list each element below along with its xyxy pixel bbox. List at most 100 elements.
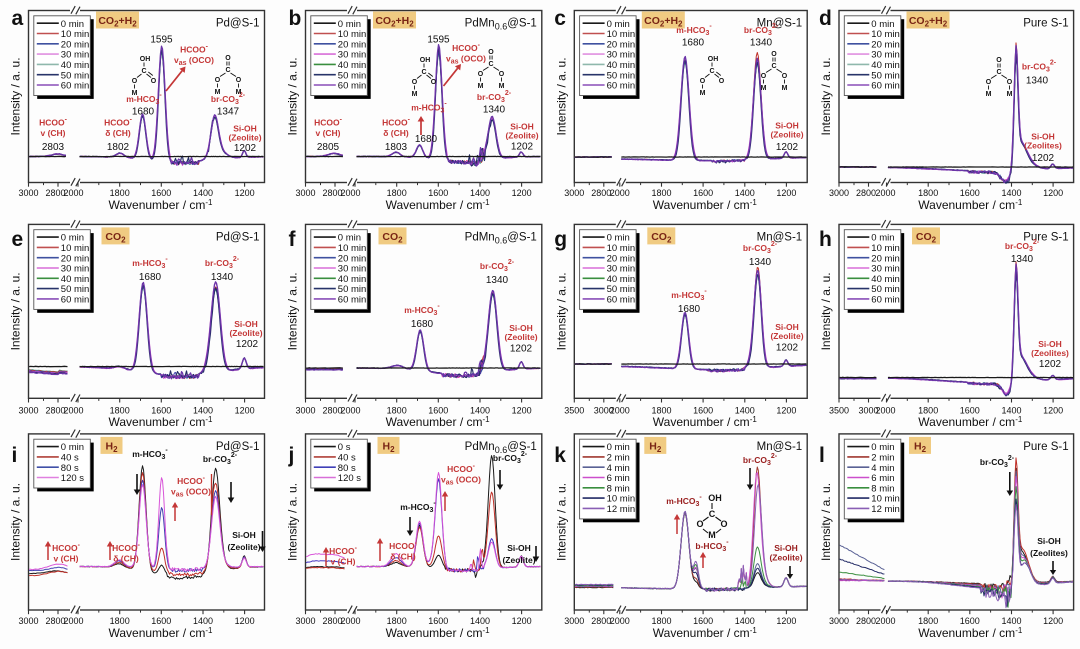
svg-text:2800: 2800 [591,188,611,198]
svg-text:20 min: 20 min [338,39,367,50]
svg-text:10 min: 10 min [607,29,636,40]
svg-text:2000: 2000 [610,616,630,626]
svg-text:Pd@S-1: Pd@S-1 [216,18,260,30]
svg-text:HCOO-: HCOO- [382,117,411,128]
svg-text:δ (CH): δ (CH) [113,554,139,564]
svg-text:Si-OH: Si-OH [1038,339,1062,349]
svg-text:O: O [761,73,767,80]
svg-text:1340: 1340 [211,272,234,283]
svg-text:10 min: 10 min [607,243,636,254]
svg-text:Intensity / a. u.: Intensity / a. u. [554,57,568,135]
svg-text:Intensity / a. u.: Intensity / a. u. [286,272,300,350]
svg-text:Wavenumber / cm-1: Wavenumber / cm-1 [918,198,1023,212]
svg-text:Mn@S-1: Mn@S-1 [757,231,803,243]
svg-text:PdMn0.6@S-1: PdMn0.6@S-1 [465,231,537,245]
svg-text:1600: 1600 [960,405,980,415]
svg-text:20 min: 20 min [61,39,90,50]
svg-text:60 min: 60 min [607,81,636,92]
svg-text:1800: 1800 [110,188,130,198]
svg-text:v (CH): v (CH) [53,554,78,564]
svg-text:0 min: 0 min [61,233,84,244]
svg-text:Intensity / a. u.: Intensity / a. u. [819,272,833,350]
svg-text:Si-OH: Si-OH [232,530,256,540]
svg-text:CO2+H2: CO2+H2 [644,15,683,29]
svg-text:40 min: 40 min [338,274,367,285]
svg-text:2000: 2000 [340,616,360,626]
svg-text:80 s: 80 s [61,463,79,474]
svg-text:1600: 1600 [428,616,448,626]
svg-text:Intensity / a. u.: Intensity / a. u. [9,272,23,350]
svg-text:Intensity / a. u.: Intensity / a. u. [554,483,568,561]
svg-text:O: O [478,71,484,78]
svg-text:HCOO-: HCOO- [452,42,481,53]
svg-text:1400: 1400 [470,405,490,415]
svg-text:(Zeolite): (Zeolite) [505,130,538,140]
svg-text:(Zeolite): (Zeolite) [228,132,261,142]
svg-text:3000: 3000 [858,405,878,415]
svg-text:Wavenumber / cm-1: Wavenumber / cm-1 [108,626,213,640]
svg-text:j: j [288,444,295,467]
svg-text:Intensity / a. u.: Intensity / a. u. [554,272,568,350]
svg-text:1800: 1800 [387,405,407,415]
svg-text:Pure S-1: Pure S-1 [1023,18,1068,30]
svg-text:2800: 2800 [45,188,65,198]
svg-text:3000: 3000 [18,405,38,415]
svg-text:10 min: 10 min [871,29,900,40]
svg-text:M: M [236,89,242,96]
svg-text:CO2: CO2 [651,231,672,245]
svg-text:i: i [12,444,18,467]
svg-text:2000: 2000 [875,405,895,415]
svg-text:2 min: 2 min [871,453,894,464]
svg-text:1400: 1400 [735,188,755,198]
svg-text:1347: 1347 [217,107,240,118]
svg-text:1800: 1800 [918,188,938,198]
svg-text:50 min: 50 min [338,284,367,295]
svg-text:C: C [488,61,493,68]
svg-text:Wavenumber / cm-1: Wavenumber / cm-1 [653,198,758,212]
svg-text:20 min: 20 min [61,253,90,264]
svg-text:C: C [771,63,776,70]
svg-text:12 min: 12 min [871,504,900,515]
svg-text:40 min: 40 min [871,60,900,71]
svg-text:Si-OH: Si-OH [510,122,534,132]
svg-text:8 min: 8 min [607,483,630,494]
svg-text:60 min: 60 min [61,81,90,92]
svg-text:δ (CH): δ (CH) [383,128,409,138]
svg-text:1400: 1400 [735,405,755,415]
svg-text:40 min: 40 min [607,274,636,285]
svg-text:2000: 2000 [340,405,360,415]
svg-text:1595: 1595 [427,35,450,46]
svg-text:v (CH): v (CH) [330,557,355,567]
svg-text:Wavenumber / cm-1: Wavenumber / cm-1 [653,415,758,429]
svg-text:1400: 1400 [470,616,490,626]
svg-text:1800: 1800 [918,616,938,626]
svg-text:1800: 1800 [110,405,130,415]
svg-text:Si-OH: Si-OH [507,543,531,553]
svg-text:M: M [412,91,418,98]
svg-text:CO2+H2: CO2+H2 [375,15,414,29]
svg-text:2800: 2800 [591,616,611,626]
svg-text:4 min: 4 min [871,463,894,474]
svg-text:(Zeolite): (Zeolite) [227,542,260,552]
svg-text:40 s: 40 s [61,453,79,464]
svg-text:1400: 1400 [735,616,755,626]
svg-text:1202: 1202 [510,344,533,355]
svg-text:M: M [761,85,767,92]
svg-text:3000: 3000 [829,616,849,626]
svg-text:1800: 1800 [651,616,671,626]
svg-text:Si-OH: Si-OH [234,319,258,329]
svg-text:h: h [819,228,832,251]
svg-text:(Zeolite): (Zeolite) [769,553,802,563]
svg-text:1800: 1800 [651,188,671,198]
svg-text:60 min: 60 min [338,81,367,92]
svg-text:2805: 2805 [317,142,340,153]
svg-text:2000: 2000 [63,405,83,415]
svg-text:k: k [554,444,566,467]
svg-text:1200: 1200 [1043,405,1063,415]
svg-text:Wavenumber / cm-1: Wavenumber / cm-1 [108,415,213,429]
svg-text:1800: 1800 [110,616,130,626]
svg-text:Wavenumber / cm-1: Wavenumber / cm-1 [386,626,491,640]
svg-text:m-HCO3-: m-HCO3- [132,447,168,461]
svg-text:O: O [132,78,138,85]
svg-text:0 min: 0 min [871,442,894,453]
